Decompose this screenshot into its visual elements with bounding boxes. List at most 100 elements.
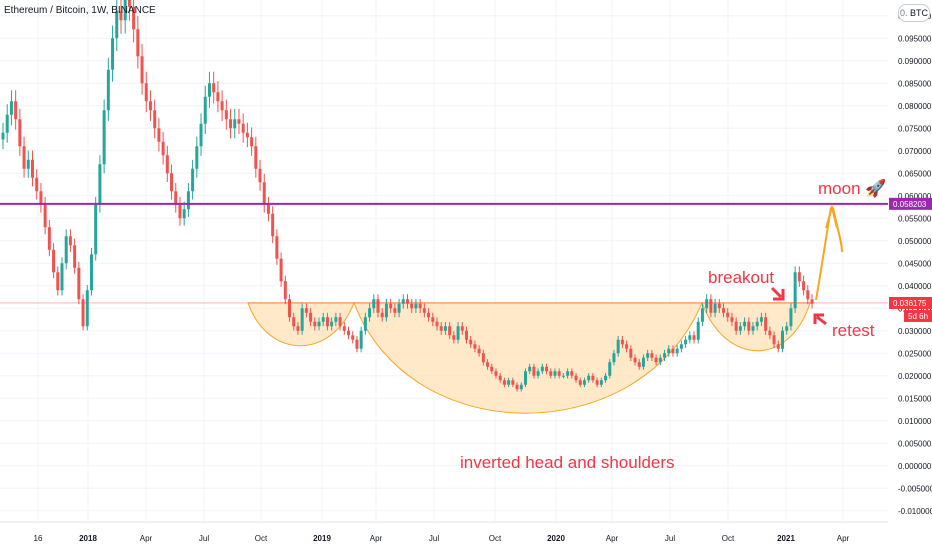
y-tick-label: -0.010000 xyxy=(898,507,932,516)
candle-body xyxy=(203,96,207,124)
candle xyxy=(334,312,338,327)
candle-body xyxy=(153,110,157,129)
candle xyxy=(85,284,89,331)
candle xyxy=(595,377,599,388)
candle-body xyxy=(1,132,5,140)
candle-body xyxy=(650,353,654,358)
candle-body xyxy=(389,303,393,309)
candle xyxy=(591,373,595,383)
x-tick-label: Oct xyxy=(489,534,502,543)
annotation-breakout: breakout xyxy=(708,268,774,287)
candle xyxy=(182,201,186,226)
candle-body xyxy=(347,330,351,336)
candle-body xyxy=(557,371,561,376)
candle-body xyxy=(532,366,536,376)
candle xyxy=(397,298,401,318)
candle-body xyxy=(582,380,586,385)
candle-body xyxy=(279,258,283,282)
candle xyxy=(532,363,536,379)
candle-body xyxy=(325,317,329,327)
candle-body xyxy=(414,303,418,309)
candle xyxy=(52,243,56,279)
candle xyxy=(498,373,502,383)
candle xyxy=(507,377,511,388)
candle-body xyxy=(359,330,363,349)
candle-body xyxy=(233,119,237,129)
candle xyxy=(195,136,199,178)
candle-body xyxy=(469,339,473,345)
candle xyxy=(241,113,245,143)
price-axis[interactable] xyxy=(888,0,932,522)
y-tick-label: 0.020000 xyxy=(898,372,932,381)
candle-body xyxy=(157,128,161,142)
candle xyxy=(599,377,603,388)
candle-body xyxy=(26,159,30,169)
x-tick-label: Jul xyxy=(665,534,675,543)
candle-body xyxy=(637,362,641,367)
breakout-arrow xyxy=(770,286,783,299)
candle xyxy=(578,377,582,388)
retest-arrow-head xyxy=(813,313,824,324)
candle xyxy=(233,108,237,139)
y-tick-label: 0.010000 xyxy=(898,417,932,426)
candle xyxy=(157,118,161,152)
candle xyxy=(456,322,460,344)
candle-body xyxy=(515,384,519,390)
candle-body xyxy=(111,38,115,70)
candle xyxy=(473,340,477,353)
candle-body xyxy=(717,303,721,309)
candle xyxy=(772,331,776,348)
candle xyxy=(250,127,254,156)
candle-body xyxy=(768,330,772,336)
candle-body xyxy=(182,209,186,219)
candle xyxy=(288,294,292,322)
candle xyxy=(115,0,119,52)
candle-body xyxy=(789,308,793,327)
candle xyxy=(170,164,174,200)
candle-body xyxy=(422,308,426,313)
price-badges: 0.058203 0.036175 5d 6h xyxy=(889,197,932,322)
candle-body xyxy=(174,191,178,205)
candle xyxy=(401,294,405,309)
candle xyxy=(191,159,195,200)
candle xyxy=(111,25,115,82)
y-tick-label: 0.050000 xyxy=(898,237,932,246)
candle-body xyxy=(726,312,730,318)
candle-body xyxy=(191,168,195,192)
candle-body xyxy=(502,380,506,385)
candle xyxy=(612,349,616,366)
candle-body xyxy=(561,375,565,377)
candle-body xyxy=(224,110,228,120)
candle-body xyxy=(490,366,494,372)
horizontal-lines[interactable] xyxy=(0,202,888,304)
candle-body xyxy=(102,110,106,165)
candle-body xyxy=(625,344,629,349)
candle-body xyxy=(94,204,98,255)
candle-body xyxy=(523,371,527,385)
candle xyxy=(540,363,544,375)
candle xyxy=(460,322,464,335)
candle xyxy=(22,136,26,178)
candle-body xyxy=(9,101,13,115)
candle xyxy=(582,377,586,388)
candle-body xyxy=(275,236,279,259)
candle xyxy=(443,322,447,335)
candle xyxy=(793,266,797,313)
candle-body xyxy=(212,83,216,93)
candle xyxy=(477,345,481,357)
candle-body xyxy=(47,227,51,250)
candle xyxy=(9,90,13,126)
candle xyxy=(351,331,355,344)
candle xyxy=(237,108,241,135)
candle-body xyxy=(570,371,574,376)
candle-body xyxy=(781,330,785,349)
candle-body xyxy=(132,6,136,30)
candle xyxy=(747,317,751,335)
currency-button[interactable]: 0. BTC xyxy=(898,4,930,22)
y-tick-label: 0.055000 xyxy=(898,214,932,223)
candle-body xyxy=(566,371,570,376)
candle-body xyxy=(292,317,296,327)
candle xyxy=(165,145,169,183)
candle-body xyxy=(764,317,768,331)
